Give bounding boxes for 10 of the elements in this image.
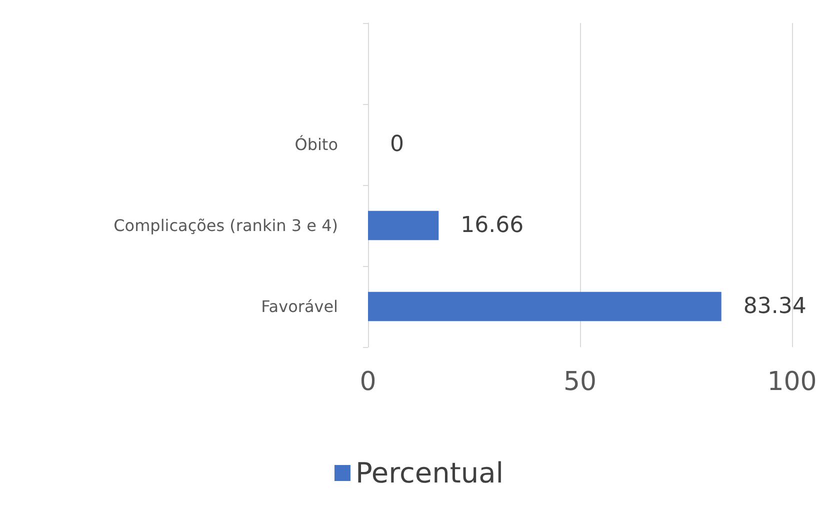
y-tick-label: Favorável <box>261 297 338 316</box>
data-label: 16.66 <box>460 213 524 238</box>
data-label: 83.34 <box>743 294 806 319</box>
x-tick-label: 50 <box>563 367 597 397</box>
x-tick-label: 100 <box>767 367 817 397</box>
y-tick-label: Complicações (rankin 3 e 4) <box>114 216 338 235</box>
x-tick-label: 0 <box>360 367 376 397</box>
y-tick-label: Óbito <box>294 135 338 154</box>
legend-label: Percentual <box>355 456 504 490</box>
data-label: 0 <box>390 132 404 157</box>
